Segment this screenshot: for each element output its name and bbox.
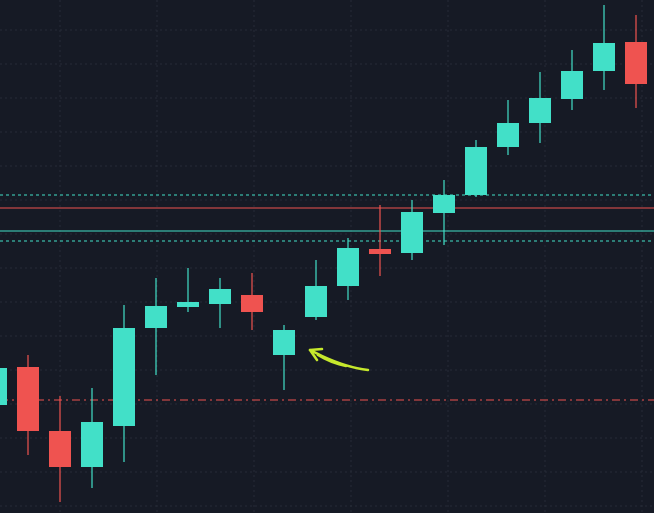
candle-body: [81, 422, 103, 467]
candle-body: [561, 71, 583, 99]
levels: [0, 194, 654, 401]
candle-body: [113, 328, 135, 426]
arrow-stroke: [316, 353, 348, 368]
arrow-shaft: [308, 348, 370, 372]
candle-body: [0, 368, 7, 405]
candle-body: [17, 367, 39, 431]
candle-body: [593, 43, 615, 71]
candle-body: [145, 306, 167, 328]
candle-body: [529, 98, 551, 123]
candle-body: [433, 195, 455, 213]
candle-body: [465, 147, 487, 195]
candle-body: [625, 42, 647, 84]
candle-body: [401, 212, 423, 253]
candle-body: [305, 286, 327, 317]
candles: [0, 5, 647, 502]
arrow-head: [308, 347, 324, 362]
candle-body: [49, 431, 71, 467]
candle-body: [369, 249, 391, 254]
candle-body: [273, 330, 295, 355]
candle-body: [177, 302, 199, 307]
candle-body: [209, 289, 231, 304]
annotation-arrow: [308, 347, 370, 372]
candle-body: [337, 248, 359, 286]
candle-body: [497, 123, 519, 147]
candle-body: [241, 295, 263, 312]
